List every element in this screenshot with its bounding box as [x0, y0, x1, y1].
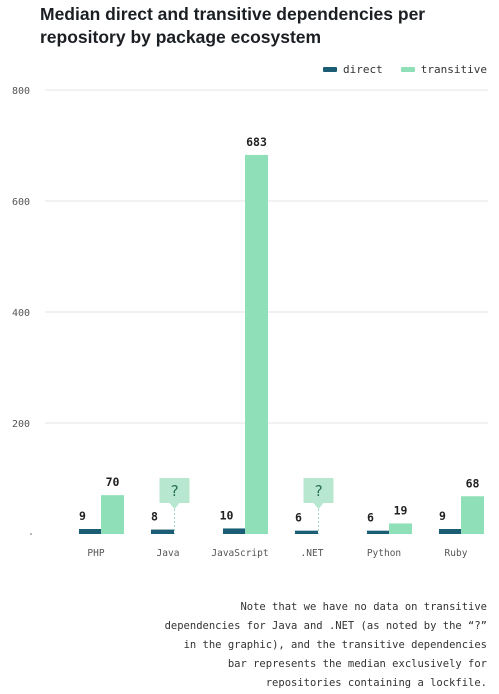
missing-data-marker-java: ? [170, 482, 179, 500]
x-tick-label-javascript: JavaScript [211, 548, 268, 559]
x-tick-label-python: Python [367, 548, 401, 559]
x-tick-label-php: PHP [87, 548, 104, 559]
data-label-direct-net: 6 [295, 511, 302, 525]
y-tick-label-400: 400 [12, 308, 30, 319]
data-label-transitive-php: 70 [106, 475, 120, 489]
footnote-line-3: in the graphic), and the transitive depe… [183, 639, 487, 651]
missing-data-callout-net [303, 478, 334, 509]
missing-data-marker-net: ? [314, 482, 323, 500]
x-tick-label-ruby: Ruby [445, 548, 468, 559]
data-label-transitive-ruby: 68 [466, 476, 480, 490]
x-tick-label-java: Java [157, 548, 180, 559]
data-label-direct-javascript: 10 [220, 508, 234, 522]
footnote-line-4: bar represents the median exclusively fo… [227, 658, 487, 670]
data-label-transitive-python: 19 [394, 503, 408, 517]
data-label-direct-php: 9 [79, 509, 86, 523]
data-label-direct-ruby: 9 [439, 509, 446, 523]
footnote-line-1: Note that we have no data on transitive [240, 601, 487, 613]
bar-transitive-javascript [245, 154, 268, 534]
x-tick-label-net: .NET [301, 548, 324, 559]
bar-direct-java [151, 529, 174, 534]
y-tick-label-600: 600 [12, 197, 30, 208]
footnote-line-2: dependencies for Java and .NET (as noted… [164, 620, 487, 632]
y-tick-label-200: 200 [12, 419, 30, 430]
bar-transitive-php [101, 495, 124, 534]
bar-direct-php [79, 529, 102, 534]
bar-direct-javascript [223, 528, 246, 534]
bar-transitive-python [389, 523, 412, 534]
y-tick-label-800: 800 [12, 86, 30, 97]
legend-label-direct: direct [343, 63, 383, 76]
legend-swatch-transitive [400, 67, 415, 72]
bar-direct-net [295, 530, 318, 534]
data-label-direct-java: 8 [151, 510, 158, 524]
legend: direct transitive [305, 63, 487, 76]
footnote: Note that we have no data on transitive … [147, 598, 487, 693]
bar-transitive-ruby [461, 496, 484, 534]
bar-chart: 200 400 600 800 9 70 PHP 8? Java 10 683 JavaScript 6… [12, 86, 488, 559]
bar-direct-python [367, 530, 390, 534]
data-label-direct-python: 6 [367, 511, 374, 525]
legend-swatch-direct [323, 67, 338, 72]
footnote-line-5: repositories containing a lockfile. [265, 677, 487, 689]
missing-data-callout-java [159, 478, 190, 509]
legend-label-transitive: transitive [420, 63, 487, 76]
bar-direct-ruby [439, 529, 462, 534]
legend-item-transitive: transitive [400, 63, 487, 76]
data-label-transitive-javascript: 683 [246, 135, 267, 149]
chart-title: Median direct and transitive dependencie… [40, 4, 426, 47]
legend-item-direct: direct [323, 63, 383, 76]
